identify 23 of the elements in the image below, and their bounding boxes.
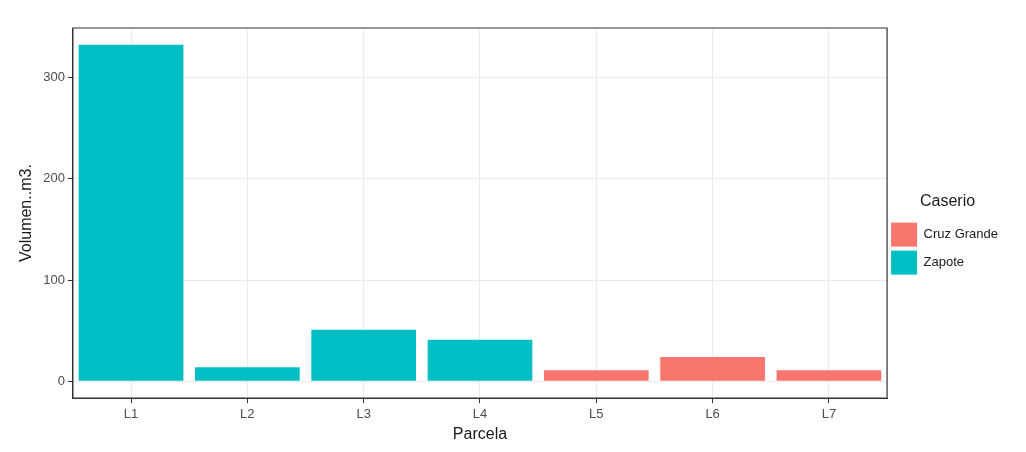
bar bbox=[195, 367, 300, 381]
x-tick-label: L7 bbox=[821, 405, 837, 421]
x-tick-label: L4 bbox=[472, 405, 488, 421]
bar bbox=[311, 329, 417, 381]
bar bbox=[776, 370, 882, 381]
bar bbox=[660, 357, 765, 381]
bar bbox=[543, 370, 649, 381]
y-axis-title: Volumen..m3. bbox=[17, 164, 35, 263]
x-tick-label: L2 bbox=[240, 405, 255, 421]
y-tick-label: 200 bbox=[43, 170, 65, 186]
x-tick-label: L5 bbox=[589, 405, 604, 421]
y-tick-label: 0 bbox=[57, 372, 65, 388]
y-tick-label: 300 bbox=[43, 68, 65, 84]
x-tick-label: L6 bbox=[705, 405, 720, 421]
legend-title: Caserio bbox=[919, 191, 976, 209]
bar bbox=[427, 339, 533, 381]
bar bbox=[78, 44, 184, 381]
legend-label: Cruz Grande bbox=[923, 226, 998, 242]
x-tick-label: L1 bbox=[123, 405, 139, 421]
x-axis-title: Parcela bbox=[452, 424, 508, 442]
legend-label: Zapote bbox=[923, 254, 965, 270]
y-tick-label: 100 bbox=[43, 271, 65, 287]
x-tick-label: L3 bbox=[356, 405, 371, 421]
